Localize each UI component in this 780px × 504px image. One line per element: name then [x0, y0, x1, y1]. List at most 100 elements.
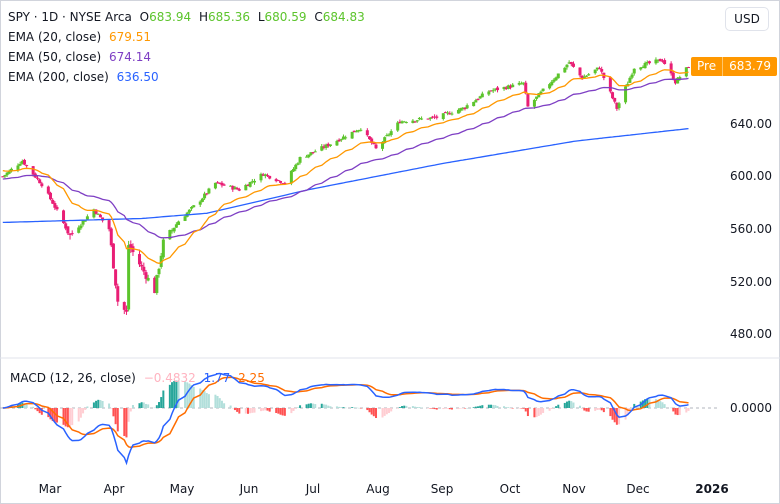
candle-up — [550, 81, 554, 86]
macd-histogram-bar — [171, 382, 174, 408]
ema50-legend[interactable]: EMA (50, close) 674.14 — [8, 47, 155, 67]
ema20-legend[interactable]: EMA (20, close) 679.51 — [8, 27, 155, 47]
candle-down — [352, 130, 356, 133]
candle-up — [593, 69, 597, 74]
macd-histogram-bar — [49, 408, 52, 420]
candle-down — [62, 210, 66, 224]
macd-histogram-bar — [127, 408, 130, 422]
ema50-label: EMA (50, close) — [8, 50, 102, 64]
candle-up — [324, 144, 328, 149]
macd-histogram-bar — [125, 408, 128, 438]
macd-legend[interactable]: MACD (12, 26, close) −0.4832 1.77 2.25 — [10, 371, 269, 385]
macd-histogram-bar — [325, 404, 328, 408]
candle-down — [433, 116, 437, 118]
macd-histogram-bar — [613, 408, 616, 423]
macd-histogram-bar — [446, 408, 449, 409]
candle-up — [335, 140, 339, 146]
candle-down — [231, 186, 235, 190]
candle-up — [213, 182, 217, 189]
candle-down — [31, 166, 35, 175]
candle-up — [420, 118, 424, 120]
currency-button[interactable]: USD — [725, 7, 769, 31]
candle-down — [673, 79, 677, 84]
macd-histogram-bar — [207, 394, 210, 408]
macd-histogram-bar — [572, 402, 575, 408]
macd-histogram-bar — [403, 405, 406, 408]
candle-up — [207, 188, 211, 194]
macd-histogram-bar — [641, 400, 644, 408]
ema200-line — [2, 127, 689, 224]
macd-histogram-bar — [435, 408, 438, 410]
close-label: C — [314, 10, 323, 24]
macd-histogram-bar — [628, 408, 631, 412]
macd-histogram-bar — [353, 407, 356, 408]
candle-down — [671, 72, 675, 80]
macd-histogram-bar — [570, 401, 573, 408]
candle-down — [218, 182, 222, 184]
macd-histogram-bar — [611, 408, 614, 420]
candle-up — [478, 96, 482, 99]
candle-up — [155, 274, 159, 293]
macd-histogram-bar — [357, 407, 360, 409]
macd-histogram-bar — [370, 408, 373, 415]
candle-up — [9, 168, 13, 172]
macd-histogram-bar — [414, 406, 417, 408]
candle-down — [647, 61, 651, 64]
candle-up — [556, 73, 560, 79]
candle-down — [142, 266, 146, 272]
macd-histogram-bar — [459, 408, 462, 409]
macd-histogram-bar — [624, 408, 627, 420]
ema20-line — [2, 69, 689, 264]
macd-histogram-bar — [266, 408, 269, 411]
candle-down — [608, 77, 612, 92]
candle-up — [159, 255, 163, 267]
macd-histogram-bar — [555, 406, 558, 408]
candle-down — [279, 181, 283, 183]
macd-signal-line — [2, 376, 689, 449]
candle-up — [585, 75, 588, 77]
open-label: O — [139, 10, 150, 24]
candle-down — [613, 97, 617, 102]
macd-histogram-bar — [533, 408, 536, 418]
candle-up — [18, 163, 22, 166]
candle-up — [233, 187, 237, 190]
time-tick: Jul — [305, 482, 321, 496]
macd-histogram-bar — [477, 406, 479, 408]
macd-histogram-bar — [626, 408, 629, 416]
macd-histogram-bar — [253, 408, 256, 413]
candle-up — [630, 74, 634, 78]
macd-histogram-bar — [66, 408, 69, 428]
macd-histogram-bar — [565, 401, 568, 408]
candle-up — [248, 181, 252, 187]
macd-histogram-bar — [670, 407, 673, 409]
candle-up — [250, 181, 254, 183]
candle-up — [456, 109, 460, 114]
macd-histogram-bar — [112, 408, 115, 417]
candle-up — [404, 122, 408, 124]
macd-histogram-bar — [474, 406, 477, 408]
macd-histogram-bar — [205, 393, 208, 408]
macd-signal-value: 2.25 — [238, 371, 265, 385]
macd-histogram-bar — [95, 400, 98, 408]
candle-up — [654, 59, 658, 64]
candle-down — [153, 277, 157, 294]
macd-histogram-bar — [372, 408, 375, 417]
ema200-legend[interactable]: EMA (200, close) 636.50 — [8, 67, 163, 87]
candle-down — [111, 243, 115, 269]
candle-down — [322, 146, 326, 148]
macd-histogram-bar — [36, 408, 39, 412]
macd-histogram-bar — [398, 407, 401, 408]
candle-up — [294, 164, 298, 170]
macd-histogram-bar — [244, 408, 247, 414]
candle-down — [216, 182, 220, 184]
candle-up — [582, 76, 586, 79]
candle-up — [617, 103, 621, 109]
time-tick: Dec — [626, 482, 650, 496]
macd-histogram-bar — [290, 408, 293, 414]
candle-up — [354, 131, 358, 133]
candle-up — [85, 216, 89, 220]
macd-histogram-bar — [396, 408, 399, 409]
macd-histogram-bar — [366, 408, 369, 411]
candle-down — [116, 286, 120, 302]
